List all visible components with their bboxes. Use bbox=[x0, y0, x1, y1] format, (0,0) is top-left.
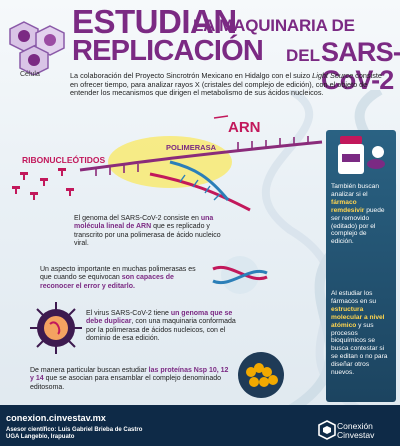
estudiar-paragraph: Al estudiar los fármacos en su estructur… bbox=[331, 290, 389, 377]
estudiar-text-1: Al estudiar los fármacos en su bbox=[331, 290, 377, 305]
asesor-label: Asesor científico: bbox=[6, 427, 57, 433]
dna-strand-icon bbox=[212, 256, 268, 294]
tambien-paragraph: También buscan analizar si el fármaco re… bbox=[331, 183, 389, 246]
credits-asesor-line: Asesor científico: Luis Gabriel Brieba d… bbox=[6, 427, 142, 434]
intro-text-2: consiste en ofrecer tiempo, para analiza… bbox=[70, 71, 382, 98]
manera-paragraph: De manera particular buscan estudiar las… bbox=[30, 367, 230, 392]
intro-paragraph: La colaboración del Proyecto Sincrotrón … bbox=[70, 71, 390, 98]
title-del: DEL bbox=[286, 46, 320, 65]
aspecto-paragraph: Un aspecto importante en muchas polimera… bbox=[40, 266, 200, 291]
aspecto-highlight: son capaces de reconocer el error y edit… bbox=[40, 274, 174, 290]
cell-illustration bbox=[9, 21, 65, 75]
virus-paragraph: El virus SARS-CoV-2 tiene un genoma que … bbox=[86, 310, 246, 343]
manera-text-1: De manera particular buscan estudiar bbox=[30, 367, 149, 374]
label-polimerasa: POLIMERASA bbox=[166, 143, 217, 152]
footer-bar bbox=[0, 405, 400, 446]
virus-text-1: El virus SARS-CoV-2 tiene bbox=[86, 310, 171, 317]
title-la-maquinaria: LA MAQUINARIA DE bbox=[193, 16, 355, 35]
genoma-paragraph: El genoma del SARS-CoV-2 consiste en una… bbox=[74, 215, 224, 248]
logo-line-2: Cinvestav bbox=[337, 430, 375, 440]
title-replicacion: REPLICACIÓN bbox=[72, 35, 264, 67]
asesor-name: Luis Gabriel Brieba de Castro bbox=[56, 427, 143, 433]
footer-url[interactable]: conexion.cinvestav.mx bbox=[6, 413, 106, 423]
logo-text: Conexión Cinvestav bbox=[337, 422, 374, 440]
title-sars: SARS-CoV-2 bbox=[321, 37, 400, 95]
genoma-text-2: que es replicado y transcrito por una po… bbox=[74, 223, 221, 247]
label-ribonucleotidos: RIBONUCLEÓTIDOS bbox=[22, 155, 106, 165]
protein-illustration bbox=[238, 352, 284, 398]
cell-label: Célula bbox=[20, 71, 40, 78]
tambien-highlight: fármaco remdesivir bbox=[331, 198, 365, 214]
cinvestav-logo-icon bbox=[318, 420, 336, 440]
polymerase-diagram bbox=[12, 115, 323, 212]
virus-icon bbox=[30, 302, 82, 354]
genoma-text-1: El genoma del SARS-CoV-2 consiste en bbox=[74, 215, 201, 222]
label-arn: ARN bbox=[228, 119, 261, 136]
tambien-text-1: También buscan analizar si el bbox=[331, 183, 380, 198]
footer-credits: Asesor científico: Luis Gabriel Brieba d… bbox=[6, 427, 142, 441]
genoma-highlight: una molécula lineal de ARN bbox=[74, 215, 214, 231]
virus-text-2: , con una maquinaria conformada por la p… bbox=[86, 318, 236, 342]
title-estudian: ESTUDIAN bbox=[72, 3, 237, 40]
virus-highlight: un genoma que se debe duplicar bbox=[86, 310, 233, 326]
intro-text-1: La colaboración del Proyecto Sincrotrón … bbox=[70, 71, 313, 80]
manera-text-2: que se asocian para ensamblar el complej… bbox=[30, 375, 222, 391]
medicine-bottle-icon bbox=[338, 136, 385, 174]
estudiar-highlight: estructura molecular a nivel atómico bbox=[331, 305, 385, 329]
intro-light-source: Light Source bbox=[312, 71, 354, 80]
estudiar-text-2: y sus procesos bioquímicos se busca cont… bbox=[331, 321, 388, 377]
sidebar-panel bbox=[326, 130, 396, 402]
logo-line-1: Conexión bbox=[337, 421, 373, 431]
tambien-text-2: puede ser removido (editado) por el comp… bbox=[331, 206, 385, 246]
aspecto-text-1: Un aspecto importante en muchas polimera… bbox=[40, 266, 196, 282]
asesor-lab: UGA Langebio, Irapuato bbox=[6, 434, 75, 441]
manera-highlight: las proteínas Nsp 10, 12 y 14 bbox=[30, 367, 229, 383]
